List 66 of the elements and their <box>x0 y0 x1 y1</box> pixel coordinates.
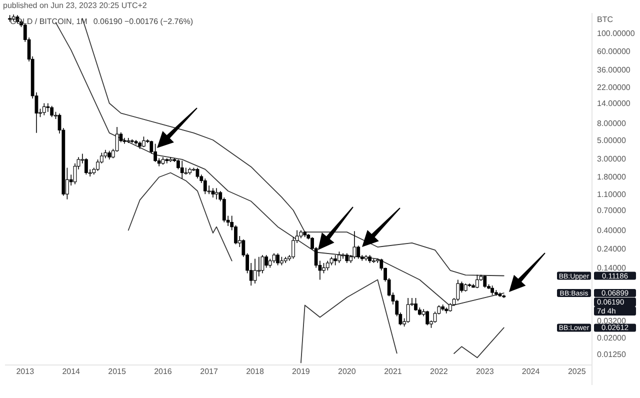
y-tick-label: 0.14000 <box>597 264 626 273</box>
x-tick-label: 2020 <box>338 367 356 376</box>
y-tick-label: 8.00000 <box>597 119 626 128</box>
candlestick <box>456 279 460 302</box>
candlestick <box>257 256 261 277</box>
x-tick-label: 2016 <box>154 367 172 376</box>
y-axis-title: BTC <box>597 15 614 24</box>
candlestick <box>356 245 360 260</box>
annotation: 0.06190 −0.00176 (−2.76%) <box>93 17 194 26</box>
candlestick <box>84 158 88 175</box>
y-tick-label: 0.01250 <box>597 350 626 360</box>
y-tick-label: 1.10000 <box>597 190 626 200</box>
candlestick <box>475 274 479 289</box>
candlestick <box>203 178 207 194</box>
y-tick-label: 5.00000 <box>597 136 626 146</box>
candlestick <box>338 251 341 264</box>
y-tick-label: 0.02000 <box>597 333 626 342</box>
candlestick <box>46 102 50 112</box>
candlestick <box>264 254 268 268</box>
y-tick-label: 36.00000 <box>597 65 631 74</box>
candlestick <box>276 252 280 266</box>
x-tick-label: 2022 <box>430 367 448 376</box>
candlestick <box>196 167 200 179</box>
x-tick-label: 2014 <box>62 367 81 376</box>
y-tick-label: 100.00000 <box>597 28 636 38</box>
y-tick-label: 0.03200 <box>597 316 626 326</box>
x-tick-label: 2019 <box>292 367 310 376</box>
x-tick-label: 2024 <box>522 367 540 376</box>
y-tick-label: 0.24000 <box>597 244 626 254</box>
y-tick-label: 60.00000 <box>597 47 631 56</box>
candlestick <box>260 254 264 274</box>
y-tick-label: 0.70000 <box>597 206 626 216</box>
y-tick-label: 1.80000 <box>597 172 626 182</box>
candlestick <box>352 230 356 260</box>
candlestick <box>322 262 326 274</box>
candlestick <box>345 252 349 264</box>
candlestick <box>334 254 338 266</box>
x-tick-label: 2017 <box>200 367 219 376</box>
candlestick <box>50 105 54 118</box>
candlestick <box>234 224 238 245</box>
x-tick-label: 2015 <box>108 367 126 376</box>
candlestick <box>483 275 487 288</box>
candlestick <box>326 260 330 271</box>
candlestick <box>214 188 218 200</box>
y-tick-label: 0.40000 <box>597 226 626 236</box>
candlestick <box>154 143 158 162</box>
candlestick <box>42 102 46 116</box>
candlestick <box>272 252 276 264</box>
candlestick <box>96 159 100 172</box>
x-tick-label: 2021 <box>384 367 402 376</box>
x-tick-label: 2023 <box>476 367 494 376</box>
y-tick-label: 22.00000 <box>597 83 631 92</box>
candlestick <box>142 136 146 148</box>
candlestick <box>426 310 430 326</box>
candlestick <box>180 160 184 179</box>
y-tick-label: 3.00000 <box>597 154 626 164</box>
x-tick-label: 2013 <box>16 367 35 376</box>
x-tick-label: 2025 <box>568 367 586 376</box>
candlestick <box>406 298 410 324</box>
candlestick <box>211 188 215 198</box>
chart-subtitle: published on Jun 23, 2023 20:25 UTC+2 <box>3 1 148 10</box>
y-tick-label: 14.00000 <box>597 99 631 108</box>
candlestick <box>253 258 257 284</box>
candlestick <box>490 285 494 296</box>
x-tick-label: 2018 <box>246 367 264 376</box>
candlestick <box>414 298 418 312</box>
